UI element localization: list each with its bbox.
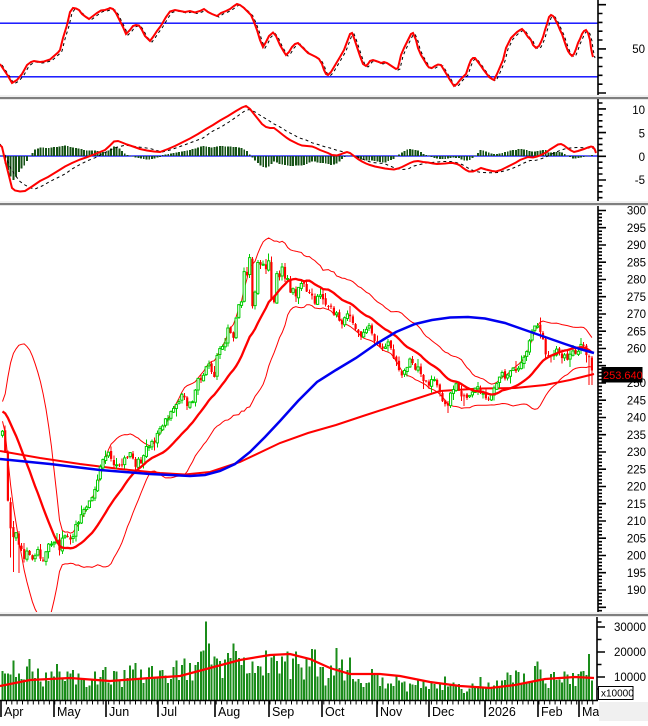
svg-text:215: 215 [627,499,646,511]
svg-text:195: 195 [627,568,646,580]
svg-text:190: 190 [627,585,646,597]
svg-text:x10000: x10000 [601,689,634,700]
svg-text:260: 260 [627,344,646,356]
svg-text:Nov: Nov [380,705,403,719]
svg-text:235: 235 [627,430,646,442]
svg-text:270: 270 [627,309,646,321]
svg-text:Jun: Jun [109,705,129,719]
svg-text:Sep: Sep [272,705,294,719]
svg-text:-5: -5 [635,175,645,187]
svg-text:265: 265 [627,326,646,338]
svg-text:5: 5 [639,129,645,141]
svg-text:Ma: Ma [582,705,599,719]
svg-text:Oct: Oct [325,705,345,719]
svg-text:May: May [57,705,81,719]
svg-text:0: 0 [639,152,645,164]
svg-text:Aug: Aug [218,705,240,719]
svg-text:290: 290 [627,240,646,252]
svg-text:240: 240 [627,413,646,425]
svg-text:275: 275 [627,292,646,304]
svg-text:2026: 2026 [488,705,516,719]
svg-text:225: 225 [627,464,646,476]
svg-text:10: 10 [632,105,645,117]
svg-text:280: 280 [627,275,646,287]
svg-text:200: 200 [627,551,646,563]
svg-text:220: 220 [627,482,646,494]
svg-text:30000: 30000 [614,622,646,634]
svg-text:245: 245 [627,395,646,407]
svg-text:300: 300 [627,206,646,218]
svg-text:Apr: Apr [4,705,23,719]
svg-text:295: 295 [627,223,646,235]
svg-text:Dec: Dec [432,705,454,719]
svg-text:285: 285 [627,257,646,269]
svg-text:50: 50 [632,44,645,56]
svg-text:230: 230 [627,447,646,459]
svg-text:20000: 20000 [614,647,646,659]
svg-text:205: 205 [627,533,646,545]
svg-text:253.640: 253.640 [603,370,643,382]
svg-text:10000: 10000 [614,672,646,684]
svg-text:210: 210 [627,516,646,528]
svg-text:Feb: Feb [541,705,563,719]
svg-text:Jul: Jul [161,705,177,719]
